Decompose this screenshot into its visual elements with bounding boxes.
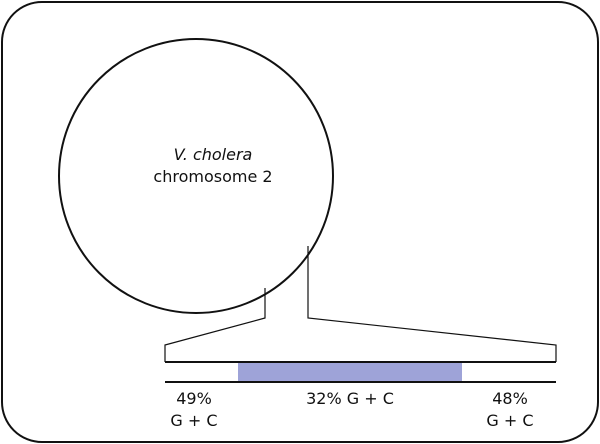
region-label: 48% (492, 389, 528, 408)
species-label: V. cholera (174, 145, 253, 164)
island-region (238, 362, 462, 382)
zoom-line (164, 288, 266, 362)
region-label: 32% G + C (306, 389, 394, 408)
chromosome-label: chromosome 2 (153, 167, 272, 186)
region-label: G + C (170, 411, 217, 430)
region-label: G + C (486, 411, 533, 430)
chromosome-circle (58, 38, 334, 314)
zoom-line (307, 246, 557, 362)
region-label: 49% (176, 389, 212, 408)
